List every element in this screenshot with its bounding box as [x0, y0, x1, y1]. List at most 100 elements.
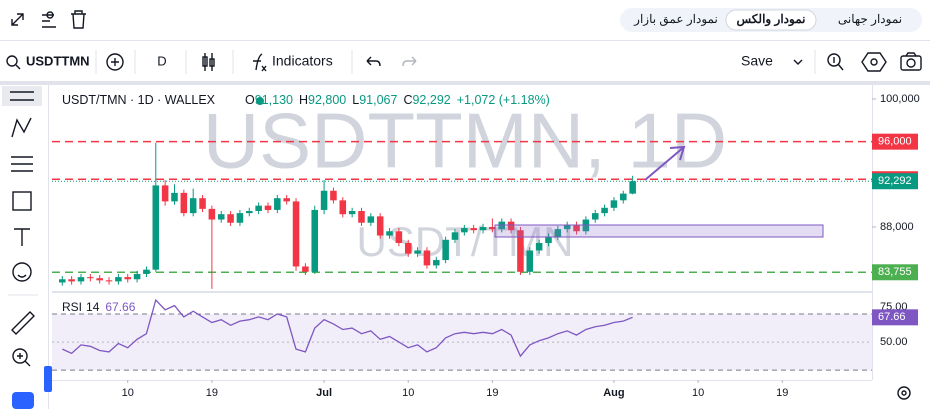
candle-body — [124, 277, 132, 280]
legend-value: 92,800 — [308, 93, 346, 107]
candle-body — [143, 269, 150, 274]
candle-body — [386, 231, 393, 236]
candle-body — [591, 213, 599, 220]
interval[interactable]: D — [157, 53, 166, 68]
watermark-symbol: USDT/TMN — [357, 218, 574, 265]
chart-type-icon[interactable] — [202, 53, 215, 71]
search-icon[interactable] — [6, 55, 21, 70]
add-symbol[interactable] — [106, 53, 124, 71]
candle-body — [236, 213, 244, 223]
legend-key: O — [245, 93, 255, 107]
symbol[interactable]: USDTTMN — [26, 53, 90, 68]
candle-body — [517, 230, 524, 272]
candle-body — [479, 227, 487, 231]
candle-body — [442, 239, 449, 261]
tab[interactable]: نمودار والکس — [737, 12, 806, 27]
candle-body — [414, 250, 421, 254]
shape-tool[interactable] — [12, 191, 32, 211]
save-menu[interactable] — [793, 59, 803, 65]
fib-tool[interactable] — [11, 156, 33, 172]
legend: USDT/TMN · 1D · WALLEX O91,130 H92,800 L91,… — [62, 93, 550, 107]
x-tick-label: 19 — [206, 387, 218, 399]
candle-body — [451, 232, 459, 240]
crosshair-tool[interactable] — [10, 91, 34, 101]
redo[interactable] — [402, 56, 417, 67]
status-dot — [256, 97, 264, 105]
settings-button[interactable] — [861, 52, 887, 72]
candle-body — [367, 216, 375, 223]
candle-body — [87, 277, 94, 279]
x-tick-label: 10 — [692, 387, 704, 399]
price-tag-label: 83,755 — [878, 266, 912, 278]
save-button[interactable]: Save — [741, 53, 773, 69]
trend-tool[interactable] — [11, 117, 32, 138]
candle-body — [152, 185, 160, 270]
settings-icon[interactable] — [42, 11, 56, 28]
candle-body — [554, 229, 562, 237]
legend-value: 91,067 — [359, 93, 397, 107]
legend-value: 91,130 — [255, 93, 293, 107]
toolbar-border — [0, 81, 930, 85]
candle-body — [330, 190, 337, 201]
legend-key: H — [299, 93, 308, 107]
price-tag — [872, 264, 918, 281]
candle-body — [199, 198, 206, 209]
undo[interactable] — [366, 56, 381, 67]
legend-title: USDT/TMN · 1D · WALLEX — [62, 93, 216, 107]
watermark: USDTTMN, 1D — [203, 97, 727, 185]
candle-body — [610, 200, 618, 208]
candle-body — [620, 193, 627, 201]
candle-body — [563, 224, 571, 230]
rectangle-drawing[interactable] — [494, 224, 824, 238]
candle-body — [433, 260, 440, 266]
active-tab — [725, 9, 817, 31]
y-tick-label: 88,000 — [880, 221, 914, 233]
sidebar — [0, 85, 48, 409]
app-button[interactable] — [12, 392, 34, 409]
emoji-tool[interactable] — [12, 262, 32, 282]
candle-body — [283, 198, 290, 202]
price-tag-label: 92,292 — [878, 175, 912, 187]
price-tag — [872, 173, 918, 190]
candle-body — [274, 198, 281, 210]
text-tool[interactable] — [14, 228, 30, 246]
legend-key: L — [352, 93, 359, 107]
x-tick-label: Aug — [603, 387, 624, 399]
zoom-tool[interactable] — [12, 348, 31, 367]
indicators-button[interactable]: Indicators — [272, 53, 333, 69]
collapse-button[interactable] — [44, 366, 52, 392]
candle-body — [189, 198, 197, 214]
candle-body — [320, 190, 328, 210]
candle-body — [161, 185, 169, 202]
candle-body — [339, 200, 347, 215]
ruler-tool[interactable] — [11, 311, 35, 335]
candle-body — [395, 231, 403, 243]
candle-body — [358, 211, 365, 223]
snapshot-button[interactable] — [900, 52, 922, 71]
price-tag-label: 96,000 — [878, 136, 912, 148]
trash-icon[interactable] — [71, 10, 86, 29]
candle-body — [535, 243, 543, 251]
candle-body — [601, 207, 608, 214]
arrow-drawing[interactable] — [644, 145, 686, 181]
x-tick-label: 19 — [486, 387, 498, 399]
rsi-tag-label: 67.66 — [878, 311, 906, 323]
expand-icon[interactable] — [11, 13, 24, 26]
candle-body — [526, 250, 534, 272]
rsi-line — [62, 298, 633, 358]
rsi-name: RSI — [62, 300, 82, 314]
indicators-icon[interactable] — [253, 53, 267, 72]
plot — [52, 140, 872, 289]
x-tick-label: Jul — [316, 387, 332, 399]
candle-body — [171, 192, 178, 202]
candle-body — [311, 209, 319, 272]
time-axis-settings[interactable] — [897, 386, 911, 400]
candle-body — [404, 243, 412, 254]
tab[interactable]: نمودار عمق بازار — [633, 12, 718, 26]
candle-body — [227, 214, 234, 223]
candle-body — [507, 221, 515, 231]
alert-icon[interactable] — [827, 53, 844, 71]
tab[interactable]: نمودار جهانی — [838, 12, 902, 26]
candle-body — [545, 236, 552, 243]
